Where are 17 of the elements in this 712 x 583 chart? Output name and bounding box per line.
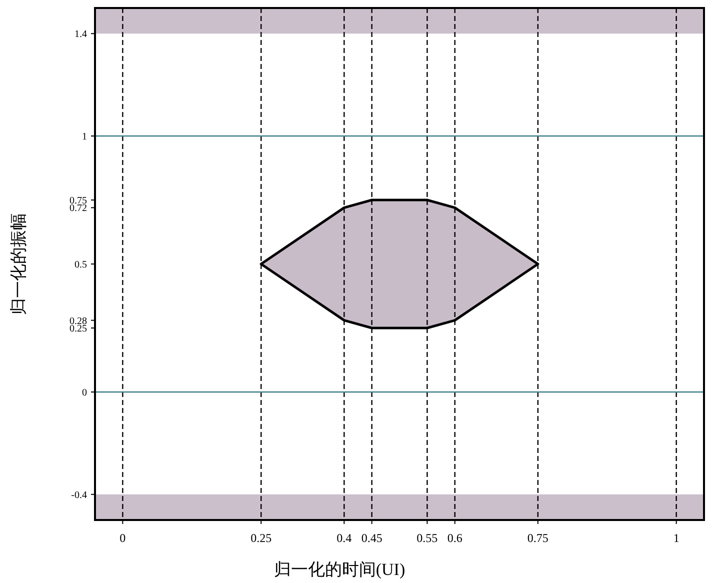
x-tick-label: 0.4 [336, 531, 352, 545]
y-tick-label: 0.5 [74, 260, 87, 270]
x-tick-label: 0.25 [250, 531, 272, 545]
x-tick-label: 0 [120, 531, 126, 545]
y-tick-label: 0.25 [70, 324, 87, 334]
x-tick-label: 0.75 [527, 531, 548, 545]
x-tick-label: 0.45 [361, 531, 382, 545]
y-tick-label: 1 [82, 132, 87, 142]
y-tick-label: 1.4 [74, 29, 87, 40]
x-tick-label: 0.6 [447, 531, 462, 545]
x-tick-label: 1 [673, 531, 680, 545]
y-tick-label: 0.72 [70, 203, 87, 214]
y-tick-label: -0.4 [71, 490, 87, 501]
y-axis-title: 归一化的振幅 [9, 213, 28, 315]
x-axis-title: 归一化的时间(UI) [274, 560, 406, 579]
y-tick-label: 0 [82, 388, 87, 398]
x-tick-label: 0.55 [416, 531, 438, 545]
